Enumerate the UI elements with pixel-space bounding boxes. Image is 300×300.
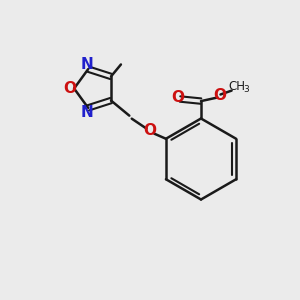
Text: O: O xyxy=(213,88,226,104)
Text: N: N xyxy=(80,57,93,72)
Text: N: N xyxy=(80,105,93,120)
Text: O: O xyxy=(64,81,77,96)
Text: O: O xyxy=(143,123,156,138)
Text: O: O xyxy=(171,90,184,105)
Text: 3: 3 xyxy=(243,85,249,94)
Text: CH: CH xyxy=(228,80,245,93)
